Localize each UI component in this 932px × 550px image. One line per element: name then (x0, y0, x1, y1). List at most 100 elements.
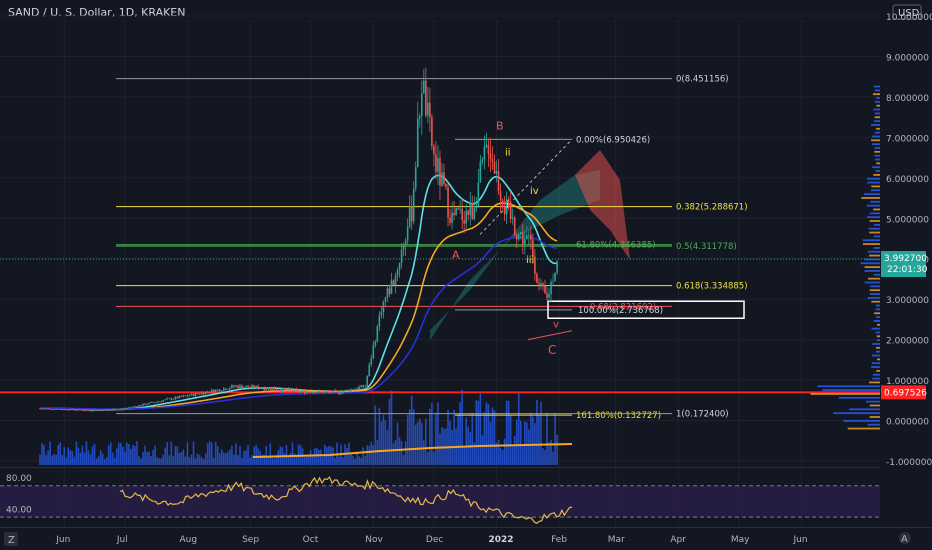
candle-body (150, 402, 152, 403)
candle-body (380, 312, 383, 316)
candle-body (111, 408, 114, 410)
volume-bar (552, 451, 554, 465)
volume-bar (433, 451, 435, 465)
volume-bar (126, 442, 128, 465)
currency-badge[interactable]: USD (898, 8, 920, 19)
candle-body (556, 261, 558, 273)
z-icon-box[interactable] (4, 532, 18, 546)
candle-body (372, 345, 375, 359)
volume-profile-bar (866, 216, 880, 219)
candle-body (423, 80, 425, 94)
candle-body (495, 170, 498, 174)
volume-profile-bar (867, 181, 880, 184)
volume-bar (400, 441, 403, 465)
candle-body (528, 234, 530, 236)
candle-body (469, 203, 472, 216)
price-axis[interactable]: 10.000000 9.000000 8.000000 7.000000 6.00000… (886, 13, 932, 468)
candle-body (93, 410, 96, 412)
candle-body (117, 408, 120, 410)
candle-body (214, 389, 217, 393)
candle-body (239, 385, 241, 388)
candle-body (400, 249, 403, 264)
candle-body (534, 256, 536, 274)
candle-body (336, 390, 338, 392)
volume-profile-bar (874, 112, 880, 115)
candle-body (542, 283, 544, 286)
volume-bar (366, 445, 369, 465)
volume-bar (305, 456, 308, 465)
candle-body (156, 401, 158, 403)
candle-body (398, 263, 401, 271)
candle-body (455, 208, 457, 216)
volume-bar (408, 409, 411, 465)
volume-profile-bar (869, 285, 880, 288)
volume-bar (267, 457, 270, 465)
candle-body (176, 396, 179, 399)
volume-bar (376, 440, 379, 465)
volume-bar (542, 448, 544, 465)
candle-body (120, 408, 122, 410)
volume-profile-bar (874, 150, 880, 153)
candle-body (410, 206, 413, 222)
currency-badge-box[interactable] (892, 4, 922, 20)
candle-body (390, 280, 393, 294)
candle-body (45, 408, 47, 410)
volume-bar (394, 440, 397, 465)
volume-bar (526, 422, 528, 465)
volume-bar (255, 444, 257, 465)
volume-bar (180, 451, 183, 465)
candle-body (81, 409, 84, 411)
volume-bars (39, 389, 573, 465)
volume-bar (485, 402, 488, 465)
volume-bar (190, 454, 193, 465)
fibonacci-levels[interactable]: 0(8.451156) 0.00%(6.950426) 0.382(5.288671… (0, 75, 880, 422)
candle-body (489, 153, 492, 160)
candle-body (447, 187, 449, 218)
volume-profile-bar (833, 412, 880, 415)
volume-profile-bar (874, 312, 880, 315)
candle-body (95, 410, 98, 411)
volume-bar (319, 449, 322, 465)
volume-bar (309, 450, 312, 465)
volume-profile-bar (873, 108, 880, 111)
volume-profile-bar (866, 204, 880, 207)
candle-body (382, 301, 385, 313)
candle-body (162, 400, 165, 402)
candle-body (350, 389, 352, 392)
volume-bar (218, 453, 221, 465)
volume-bar (212, 457, 215, 465)
volume-profile-bar (869, 289, 880, 292)
volume-bar (59, 442, 61, 465)
volume-profile-bar (868, 227, 880, 230)
wave-label: v (553, 320, 559, 331)
candle-body (483, 146, 486, 160)
volume-bar (245, 450, 247, 465)
volume-bar (354, 458, 356, 465)
a-icon-box[interactable] (899, 532, 911, 544)
candle-body (65, 409, 68, 411)
candle-body (433, 146, 435, 155)
candle-body (259, 388, 261, 390)
candle-body (404, 240, 407, 246)
z-icon[interactable]: Z (8, 535, 15, 546)
volume-bar (113, 457, 116, 465)
time-axis[interactable]: Jun Jul Aug Sep Oct Nov Dec 2022 Feb Mar Apr May Jun (55, 535, 807, 545)
volume-bar (524, 421, 526, 465)
candle-body (540, 283, 542, 285)
volume-bar (103, 458, 106, 465)
candle-body (231, 385, 233, 389)
candle-body (370, 358, 373, 365)
candle-body (513, 217, 516, 236)
volume-bar (406, 414, 409, 465)
a-icon[interactable]: A (901, 534, 908, 545)
candle-body (87, 410, 90, 411)
volume-bar (164, 447, 167, 465)
volume-bar (210, 442, 213, 465)
volume-bar (160, 458, 162, 465)
candle-body (293, 389, 296, 392)
candle-body (449, 217, 451, 223)
candle-body (376, 326, 379, 342)
candle-body (517, 234, 520, 240)
wave-label: B (496, 119, 504, 132)
